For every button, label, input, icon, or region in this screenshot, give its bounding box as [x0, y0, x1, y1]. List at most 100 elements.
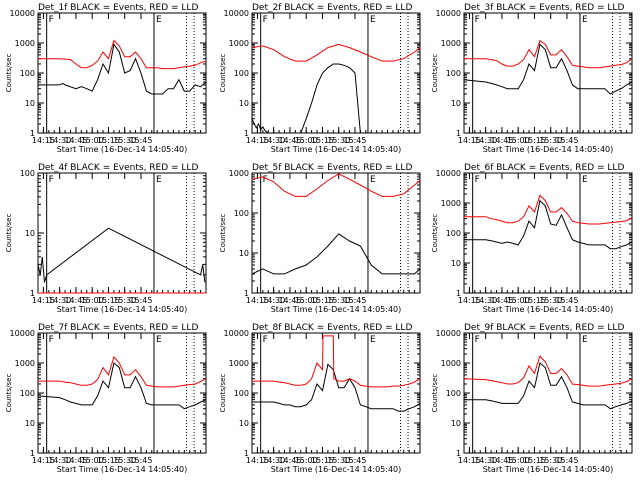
x-tick-label: 14:30 [262, 456, 285, 465]
x-tick-label: 14:15 [246, 456, 269, 465]
x-tick-label: 14:15 [246, 136, 269, 145]
y-tick-label: 1 [244, 449, 249, 458]
x-tick-label: 14:45 [278, 296, 301, 305]
events-series-line [464, 362, 633, 410]
y-tick-label: 10 [25, 99, 35, 108]
x-tick-label: 15:00 [507, 456, 530, 465]
x-tick-label: 15:15 [523, 136, 546, 145]
end-marker-label: E [370, 335, 376, 345]
y-tick-label: 1 [244, 129, 249, 138]
start-marker-label: F [263, 15, 268, 25]
chart-title: Det_5f BLACK = Events, RED = LLD [252, 163, 412, 173]
y-axis-label: Counts/sec [431, 54, 439, 93]
x-tick-label: 14:30 [474, 456, 497, 465]
chart-panel-9: Det_9f BLACK = Events, RED = LLD 1 10 100 10… [431, 323, 633, 474]
events-series-line [38, 43, 207, 95]
plot-frame [463, 332, 633, 454]
y-tick-label: 100 [446, 389, 461, 398]
start-marker-label: F [475, 15, 480, 25]
y-tick-label: 1 [456, 289, 461, 298]
events-series-line [252, 363, 421, 412]
y-tick-label: 1 [244, 289, 249, 298]
x-tick-label: 15:00 [81, 136, 104, 145]
x-tick-label: 15:15 [97, 456, 120, 465]
x-tick-label: 15:00 [295, 136, 318, 145]
x-tick-label: 14:15 [458, 136, 481, 145]
x-tick-label: 15:30 [539, 456, 562, 465]
x-axis-label: Start Time (16-Dec-14 14:05:40) [271, 305, 402, 314]
start-marker-label: F [475, 175, 480, 185]
chart-panel-4: Det_4f BLACK = Events, RED = LLD 1 10 100 Co… [5, 163, 207, 314]
x-axis-label: Start Time (16-Dec-14 14:05:40) [271, 465, 402, 474]
end-marker-label: E [370, 175, 376, 185]
x-tick-label: 15:45 [343, 456, 366, 465]
x-tick-label: 15:15 [311, 456, 334, 465]
start-marker-label: F [263, 175, 268, 185]
plot-frame [251, 172, 421, 294]
x-tick-label: 15:30 [327, 456, 350, 465]
end-marker-label: E [582, 15, 588, 25]
y-tick-label: 10000 [10, 9, 35, 18]
start-marker-label: F [49, 15, 54, 25]
y-tick-label: 10000 [436, 329, 461, 338]
y-tick-label: 10 [451, 99, 461, 108]
x-tick-label: 14:15 [32, 136, 55, 145]
plot-frame [37, 332, 207, 454]
y-tick-label: 100 [446, 69, 461, 78]
events-series-line-segment [300, 63, 361, 134]
lld-series-line [464, 39, 633, 69]
plot-frame [463, 172, 633, 294]
x-tick-label: 15:15 [311, 136, 334, 145]
end-marker-label: E [370, 15, 376, 25]
lld-series-line [464, 194, 633, 225]
y-tick-label: 10000 [224, 9, 249, 18]
x-tick-label: 14:30 [474, 136, 497, 145]
end-marker-label: E [156, 335, 162, 345]
plot-frame [251, 332, 421, 454]
end-marker-label: E [156, 15, 162, 25]
y-tick-label: 1000 [441, 39, 461, 48]
x-axis-label: Start Time (16-Dec-14 14:05:40) [483, 145, 614, 154]
events-series-line [464, 199, 633, 250]
y-tick-label: 10 [25, 419, 35, 428]
x-axis-label: Start Time (16-Dec-14 14:05:40) [57, 465, 188, 474]
x-tick-label: 14:45 [64, 456, 87, 465]
x-tick-label: 14:15 [458, 456, 481, 465]
y-tick-label: 100 [20, 169, 35, 178]
lld-series-line [38, 355, 207, 388]
x-tick-label: 15:45 [129, 296, 152, 305]
events-series-line [251, 118, 269, 134]
y-tick-label: 100 [20, 389, 35, 398]
y-tick-label: 100 [20, 69, 35, 78]
x-tick-label: 14:15 [458, 296, 481, 305]
start-marker-label: F [49, 335, 54, 345]
x-tick-label: 14:30 [474, 296, 497, 305]
x-tick-label: 14:30 [262, 136, 285, 145]
chart-title: Det_6f BLACK = Events, RED = LLD [464, 163, 624, 173]
start-marker-label: F [263, 335, 268, 345]
y-tick-label: 1000 [229, 169, 249, 178]
end-marker-label: E [582, 335, 588, 345]
x-tick-label: 15:15 [523, 456, 546, 465]
y-tick-label: 1000 [15, 39, 35, 48]
x-tick-label: 15:30 [539, 296, 562, 305]
chart-panel-3: Det_3f BLACK = Events, RED = LLD 1 10 100 10… [431, 3, 633, 154]
y-tick-label: 1000 [229, 39, 249, 48]
lld-series-line [251, 43, 421, 62]
y-tick-label: 10 [239, 99, 249, 108]
plot-frame [37, 12, 207, 134]
y-tick-label: 10000 [224, 329, 249, 338]
x-tick-label: 14:45 [64, 296, 87, 305]
plot-frame [37, 172, 207, 294]
x-tick-label: 14:30 [48, 456, 71, 465]
y-tick-label: 1000 [15, 359, 35, 368]
x-tick-label: 15:30 [327, 296, 350, 305]
x-tick-label: 14:45 [490, 296, 513, 305]
y-axis-label: Counts/sec [5, 374, 13, 413]
y-tick-label: 10 [451, 419, 461, 428]
y-tick-label: 1 [30, 449, 35, 458]
lld-series-line [463, 355, 633, 387]
x-tick-label: 15:45 [129, 136, 152, 145]
y-tick-label: 1 [30, 289, 35, 298]
